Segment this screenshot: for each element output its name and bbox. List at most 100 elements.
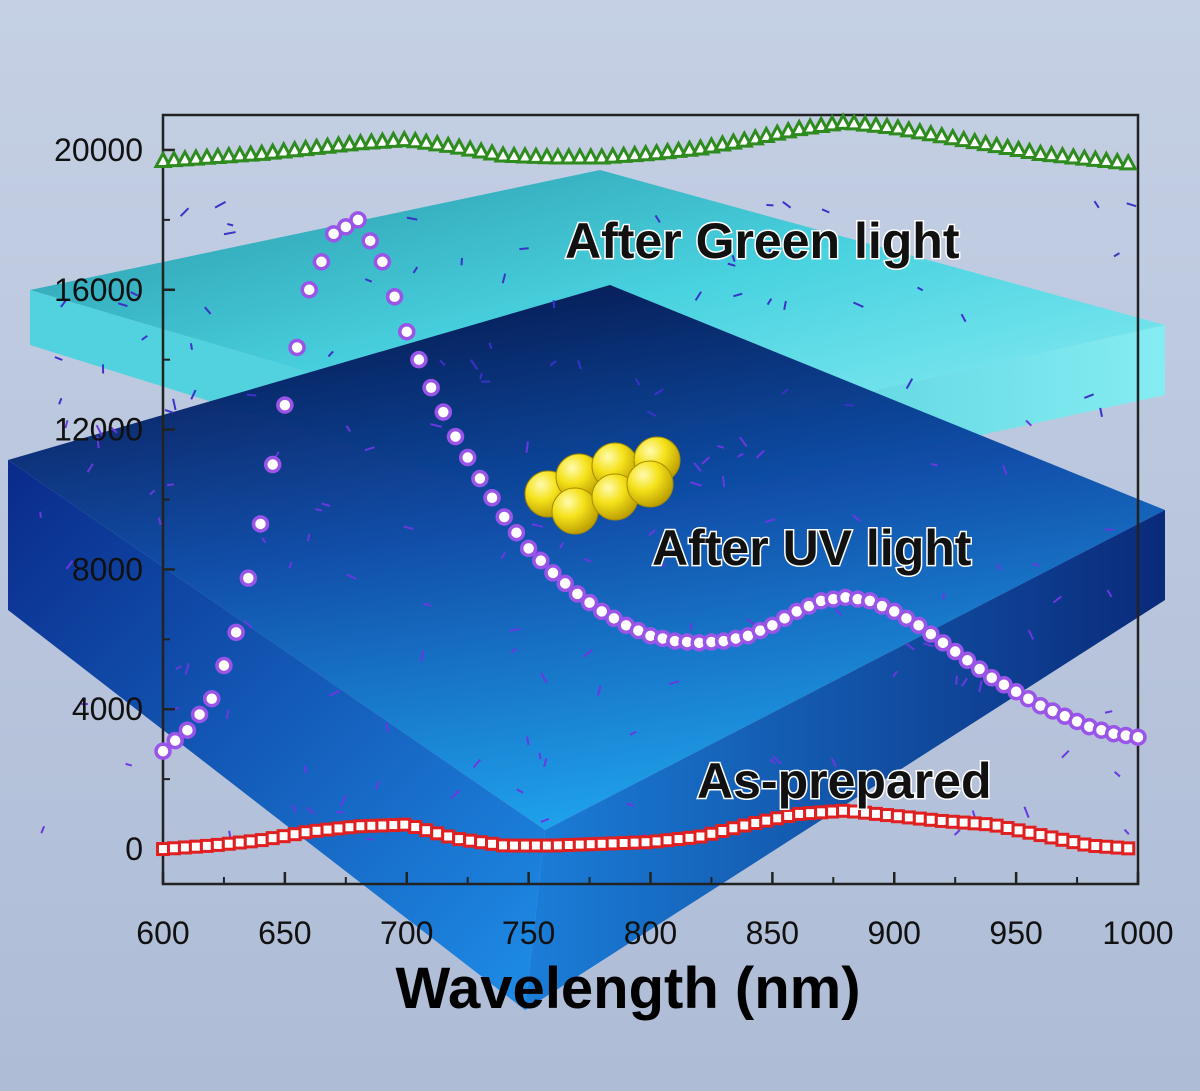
nanorod [538, 752, 542, 760]
nanorod [540, 817, 550, 823]
nanorod [689, 481, 702, 487]
nanorod [821, 208, 830, 214]
data-point [1033, 828, 1048, 843]
data-point [342, 820, 357, 835]
nanorod [125, 762, 133, 767]
data-point [385, 288, 404, 306]
nanorod [1104, 528, 1114, 532]
data-point [781, 808, 796, 823]
nanorod [587, 232, 595, 241]
nanorod [422, 602, 432, 607]
data-point [544, 564, 562, 582]
nanorod [835, 608, 843, 616]
data-point [550, 838, 565, 853]
nanorod [306, 806, 316, 815]
data-point [254, 833, 269, 848]
x-tick-label: 600 [136, 915, 189, 951]
data-point [394, 129, 414, 148]
data-point [1074, 148, 1094, 166]
nanorod [469, 359, 479, 370]
data-point [855, 113, 875, 132]
data-point [1107, 151, 1127, 170]
nanorod [852, 514, 861, 523]
nanorod [1001, 464, 1008, 476]
data-point [383, 130, 403, 148]
data-point [568, 585, 587, 603]
series-triangle [153, 112, 1138, 171]
y-tick-label: 20000 [54, 132, 143, 168]
data-point [592, 146, 612, 165]
data-point [239, 569, 258, 587]
data-point [430, 826, 445, 841]
nanorod [1052, 595, 1063, 604]
data-point [570, 146, 590, 165]
data-point [164, 149, 184, 168]
data-point [528, 838, 543, 853]
x-tick-label: 900 [868, 915, 921, 951]
y-tick-label: 4000 [72, 691, 143, 727]
data-point [945, 814, 960, 829]
data-point [1088, 838, 1103, 853]
data-point [970, 660, 989, 678]
nanorod [693, 462, 702, 472]
data-point [526, 146, 546, 164]
nanorod [488, 342, 493, 350]
data-point [458, 448, 477, 467]
nanorod [549, 360, 557, 367]
data-point [419, 823, 434, 838]
data-point [203, 689, 221, 708]
data-point [408, 820, 423, 835]
data-point [186, 147, 206, 166]
data-point [921, 123, 941, 142]
nanorod [737, 452, 744, 458]
data-point [507, 523, 526, 542]
nanorod [306, 533, 311, 542]
data-point [868, 806, 883, 821]
data-point [1121, 841, 1136, 856]
data-point [866, 115, 886, 133]
data-point [660, 833, 675, 848]
data-point [441, 829, 456, 844]
nanorod [844, 403, 854, 407]
nanorod [1106, 589, 1113, 598]
nanorod [853, 301, 864, 308]
series-circle [154, 211, 1147, 760]
data-point [671, 832, 686, 847]
data-point [175, 148, 195, 167]
nanorod [179, 207, 190, 217]
data-point [287, 827, 302, 842]
nanorod [189, 343, 193, 350]
nanorod [164, 409, 174, 414]
nanorod [315, 508, 323, 512]
nanorod [243, 620, 253, 629]
data-point [434, 403, 453, 421]
data-point [614, 145, 634, 163]
data-point [438, 135, 458, 153]
data-point [934, 813, 949, 828]
data-point [888, 117, 908, 136]
data-point [449, 136, 469, 155]
gold-particle [626, 460, 674, 508]
nanorod [149, 489, 156, 496]
data-point [998, 137, 1018, 156]
data-point [844, 112, 864, 131]
data-point [166, 841, 181, 856]
data-point [460, 138, 480, 157]
data-point [405, 130, 425, 149]
data-point [1118, 152, 1138, 171]
data-point [483, 489, 501, 507]
data-point [288, 338, 306, 357]
nanorod [40, 825, 46, 834]
nanorod [584, 557, 592, 563]
data-point [682, 830, 697, 845]
data-point [197, 147, 217, 165]
nanorod [96, 436, 100, 449]
data-point [422, 378, 440, 397]
nanorod [960, 677, 968, 687]
nanorod [225, 709, 230, 719]
data-point [770, 811, 785, 826]
nanorod [450, 789, 461, 800]
nanorod-dashes [39, 200, 1137, 844]
nanorod [525, 441, 529, 453]
nanorod [60, 298, 68, 308]
